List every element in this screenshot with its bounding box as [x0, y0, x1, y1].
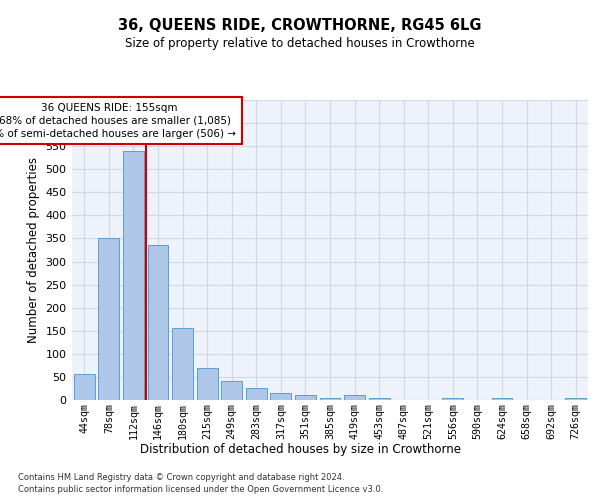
Text: 36, QUEENS RIDE, CROWTHORNE, RG45 6LG: 36, QUEENS RIDE, CROWTHORNE, RG45 6LG — [118, 18, 482, 32]
Bar — [295, 396, 316, 400]
Bar — [368, 398, 389, 400]
Bar — [221, 380, 242, 400]
Bar — [172, 328, 193, 400]
Bar — [197, 368, 218, 400]
Y-axis label: Number of detached properties: Number of detached properties — [27, 157, 40, 343]
Bar — [98, 238, 119, 400]
Bar — [565, 398, 586, 400]
Bar — [148, 246, 169, 400]
Bar — [442, 398, 463, 400]
Bar — [74, 374, 95, 400]
Bar — [344, 396, 365, 400]
Text: Distribution of detached houses by size in Crowthorne: Distribution of detached houses by size … — [139, 442, 461, 456]
Bar — [271, 393, 292, 400]
Text: 36 QUEENS RIDE: 155sqm
← 68% of detached houses are smaller (1,085)
32% of semi-: 36 QUEENS RIDE: 155sqm ← 68% of detached… — [0, 102, 236, 139]
Text: Size of property relative to detached houses in Crowthorne: Size of property relative to detached ho… — [125, 38, 475, 51]
Bar — [491, 398, 512, 400]
Bar — [246, 388, 267, 400]
Text: Contains HM Land Registry data © Crown copyright and database right 2024.: Contains HM Land Registry data © Crown c… — [18, 472, 344, 482]
Text: Contains public sector information licensed under the Open Government Licence v3: Contains public sector information licen… — [18, 485, 383, 494]
Bar — [123, 151, 144, 400]
Bar — [320, 398, 340, 400]
